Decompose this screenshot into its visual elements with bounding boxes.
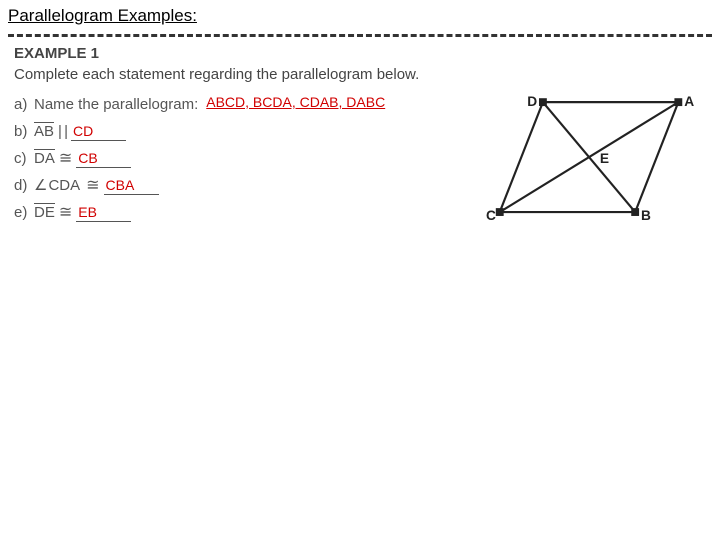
example-header: EXAMPLE 1 (14, 45, 710, 62)
label-a: a) (14, 96, 34, 113)
label-e: e) (14, 204, 34, 221)
congruent-symbol-c: ≅ (59, 148, 72, 168)
congruent-symbol-d: ≅ (86, 175, 99, 195)
example-block: EXAMPLE 1 Complete each statement regard… (0, 45, 720, 223)
answer-c: CB (78, 150, 97, 166)
angle-cda: CDA (48, 177, 80, 194)
label-d: d) (14, 177, 34, 194)
answer-e: EB (78, 204, 97, 220)
blank-d: CBA (104, 176, 159, 195)
label-c: c) (14, 150, 34, 167)
blank-b: CD (71, 122, 126, 141)
angle-symbol: ∠ (34, 176, 47, 194)
segment-ab: AB (34, 123, 54, 140)
blank-c: CB (76, 149, 131, 168)
prompt-a: Name the parallelogram: (34, 96, 198, 113)
parallelogram-diagram: D A B C E (486, 87, 696, 237)
answer-a: ABCD, BCDA, CDAB, DABC (206, 94, 385, 110)
label-b: b) (14, 123, 34, 140)
segment-de: DE (34, 204, 55, 221)
parallel-symbol: | | (58, 123, 67, 140)
example-instruction: Complete each statement regarding the pa… (14, 66, 710, 83)
svg-text:A: A (684, 94, 694, 109)
congruent-symbol-e: ≅ (59, 202, 72, 222)
svg-text:B: B (641, 208, 651, 223)
svg-text:E: E (600, 151, 609, 166)
svg-text:D: D (527, 94, 537, 109)
segment-da: DA (34, 150, 55, 167)
blank-e: EB (76, 203, 131, 222)
svg-text:C: C (486, 208, 496, 223)
answer-b: CD (73, 123, 93, 139)
page-title: Parallelogram Examples: (0, 0, 720, 30)
section-divider (8, 34, 712, 37)
answer-d: CBA (106, 177, 135, 193)
